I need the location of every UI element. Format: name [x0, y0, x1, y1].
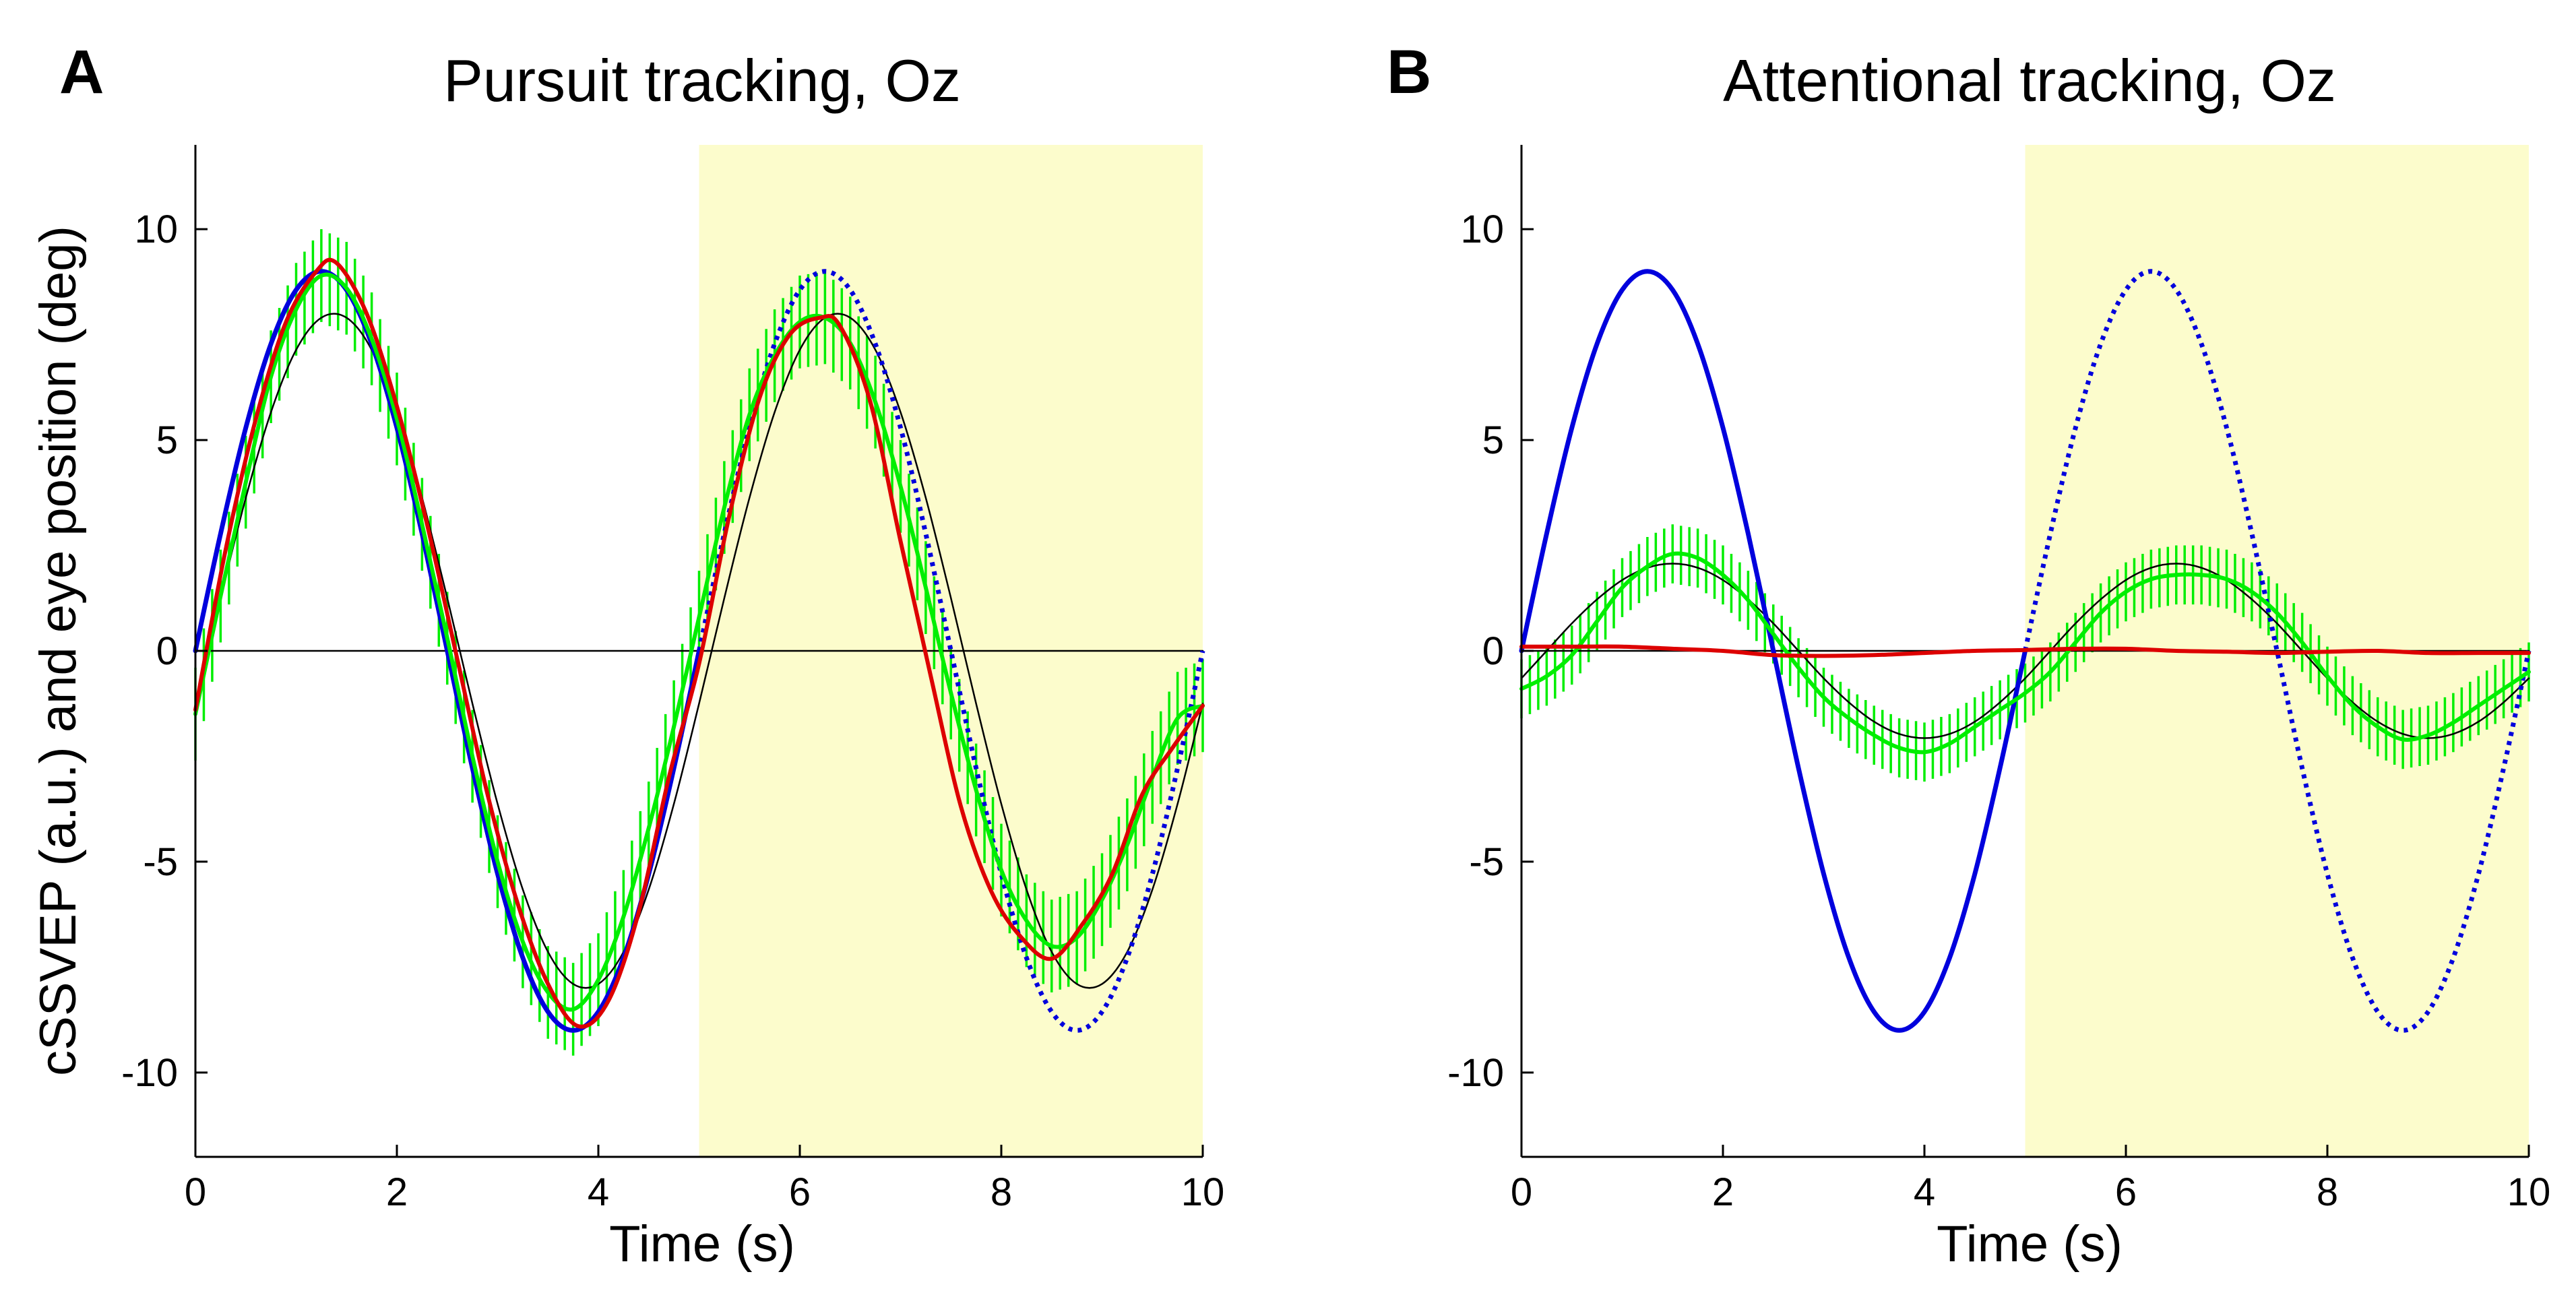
x-tick-label: 10: [2507, 1170, 2551, 1214]
x-tick-label: 0: [1511, 1170, 1532, 1214]
chart-title: Pursuit tracking, Oz: [443, 47, 961, 114]
y-tick-label: 0: [1482, 629, 1504, 673]
y-tick-label: -5: [1469, 840, 1504, 884]
x-tick-label: 2: [1712, 1170, 1734, 1214]
x-tick-label: 8: [2317, 1170, 2338, 1214]
y-tick-label: 5: [156, 418, 178, 462]
chart-title: Attentional tracking, Oz: [1723, 47, 2336, 114]
x-ticks: 0 2 4 6 8 10: [1511, 1145, 2550, 1214]
y-tick-label: -5: [143, 840, 178, 884]
y-tick-label: 10: [134, 208, 178, 251]
cssvep-mean-line: [1519, 551, 2531, 755]
y-ticks: -10 -5 0 5 10: [1447, 208, 1534, 1095]
y-tick-label: -10: [1447, 1051, 1504, 1095]
eye-position-line: [193, 257, 1205, 1029]
y-tick-label: 5: [1482, 418, 1504, 462]
x-tick-label: 4: [588, 1170, 609, 1214]
panel-letter: A: [59, 38, 104, 106]
x-tick-label: 2: [386, 1170, 408, 1214]
panel-letter: B: [1387, 38, 1431, 106]
panel-b: 0 2 4 6 8 10 -10 -5 0 5 10 B Attentional tracking…: [1387, 38, 2550, 1273]
cssvep-mean-line: [193, 272, 1205, 1012]
y-tick-label: -10: [121, 1051, 178, 1095]
x-tick-label: 6: [789, 1170, 811, 1214]
y-axis-label: cSSVEP (a.u.) and eye position (deg): [30, 226, 87, 1076]
x-tick-label: 8: [991, 1170, 1012, 1214]
x-ticks: 0 2 4 6 8 10: [185, 1145, 1224, 1214]
y-tick-label: 0: [156, 629, 178, 673]
x-axis-label: Time (s): [1937, 1215, 2123, 1273]
eye-position-line: [1519, 644, 2531, 658]
panel-a: 0 2 4 6 8 10 -10 -5 0 5 10 A Pursuit tracking, Oz…: [30, 38, 1224, 1273]
x-tick-label: 0: [185, 1170, 206, 1214]
series-layer: [1519, 269, 2532, 1033]
series-layer: [193, 257, 1205, 1033]
x-tick-label: 6: [2115, 1170, 2137, 1214]
y-ticks: -10 -5 0 5 10: [121, 208, 208, 1095]
x-tick-label: 4: [1914, 1170, 1935, 1214]
target-position-line: [1519, 269, 2028, 1033]
sine-fit-line: [1520, 563, 2530, 739]
x-tick-label: 10: [1181, 1170, 1225, 1214]
x-axis-label: Time (s): [609, 1215, 795, 1273]
y-tick-label: 10: [1460, 208, 1504, 251]
